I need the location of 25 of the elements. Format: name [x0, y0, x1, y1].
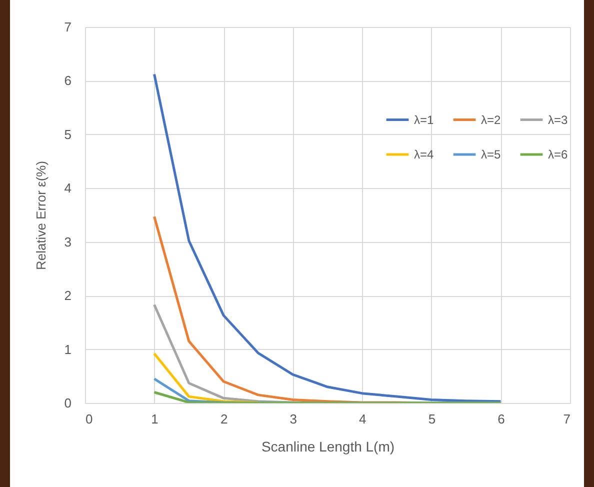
x-tick-label: 7 [563, 412, 570, 426]
x-tick-label: 3 [290, 412, 297, 426]
y-tick-label: 0 [64, 396, 72, 410]
legend-label: λ=2 [481, 112, 502, 127]
y-tick-label: 5 [64, 126, 72, 142]
x-tick-label: 1 [151, 412, 158, 426]
legend-label: λ=5 [481, 148, 502, 162]
x-tick-label: 0 [86, 412, 93, 426]
x-tick-label: 5 [428, 412, 436, 426]
y-tick-label: 2 [64, 288, 72, 304]
legend-label: λ=6 [548, 148, 568, 162]
legend-label: λ=4 [414, 148, 434, 162]
line-series [153, 73, 502, 403]
y-tick-label: 3 [64, 234, 72, 250]
legend-label: λ=1 [414, 112, 434, 127]
legend-label: λ=3 [548, 112, 568, 127]
y-tick-label: 6 [64, 73, 72, 88]
x-tick-label: 4 [359, 412, 366, 426]
y-tick-label: 4 [64, 180, 72, 196]
y-tick-label: 7 [64, 20, 72, 34]
x-tick-label: 6 [498, 412, 505, 426]
x-axis-title: Scanline Length L(m) [261, 438, 395, 454]
y-tick-label: 1 [64, 342, 72, 357]
x-tick-label: 2 [220, 412, 228, 426]
y-axis-title: Relative Error ε(%) [33, 160, 48, 270]
